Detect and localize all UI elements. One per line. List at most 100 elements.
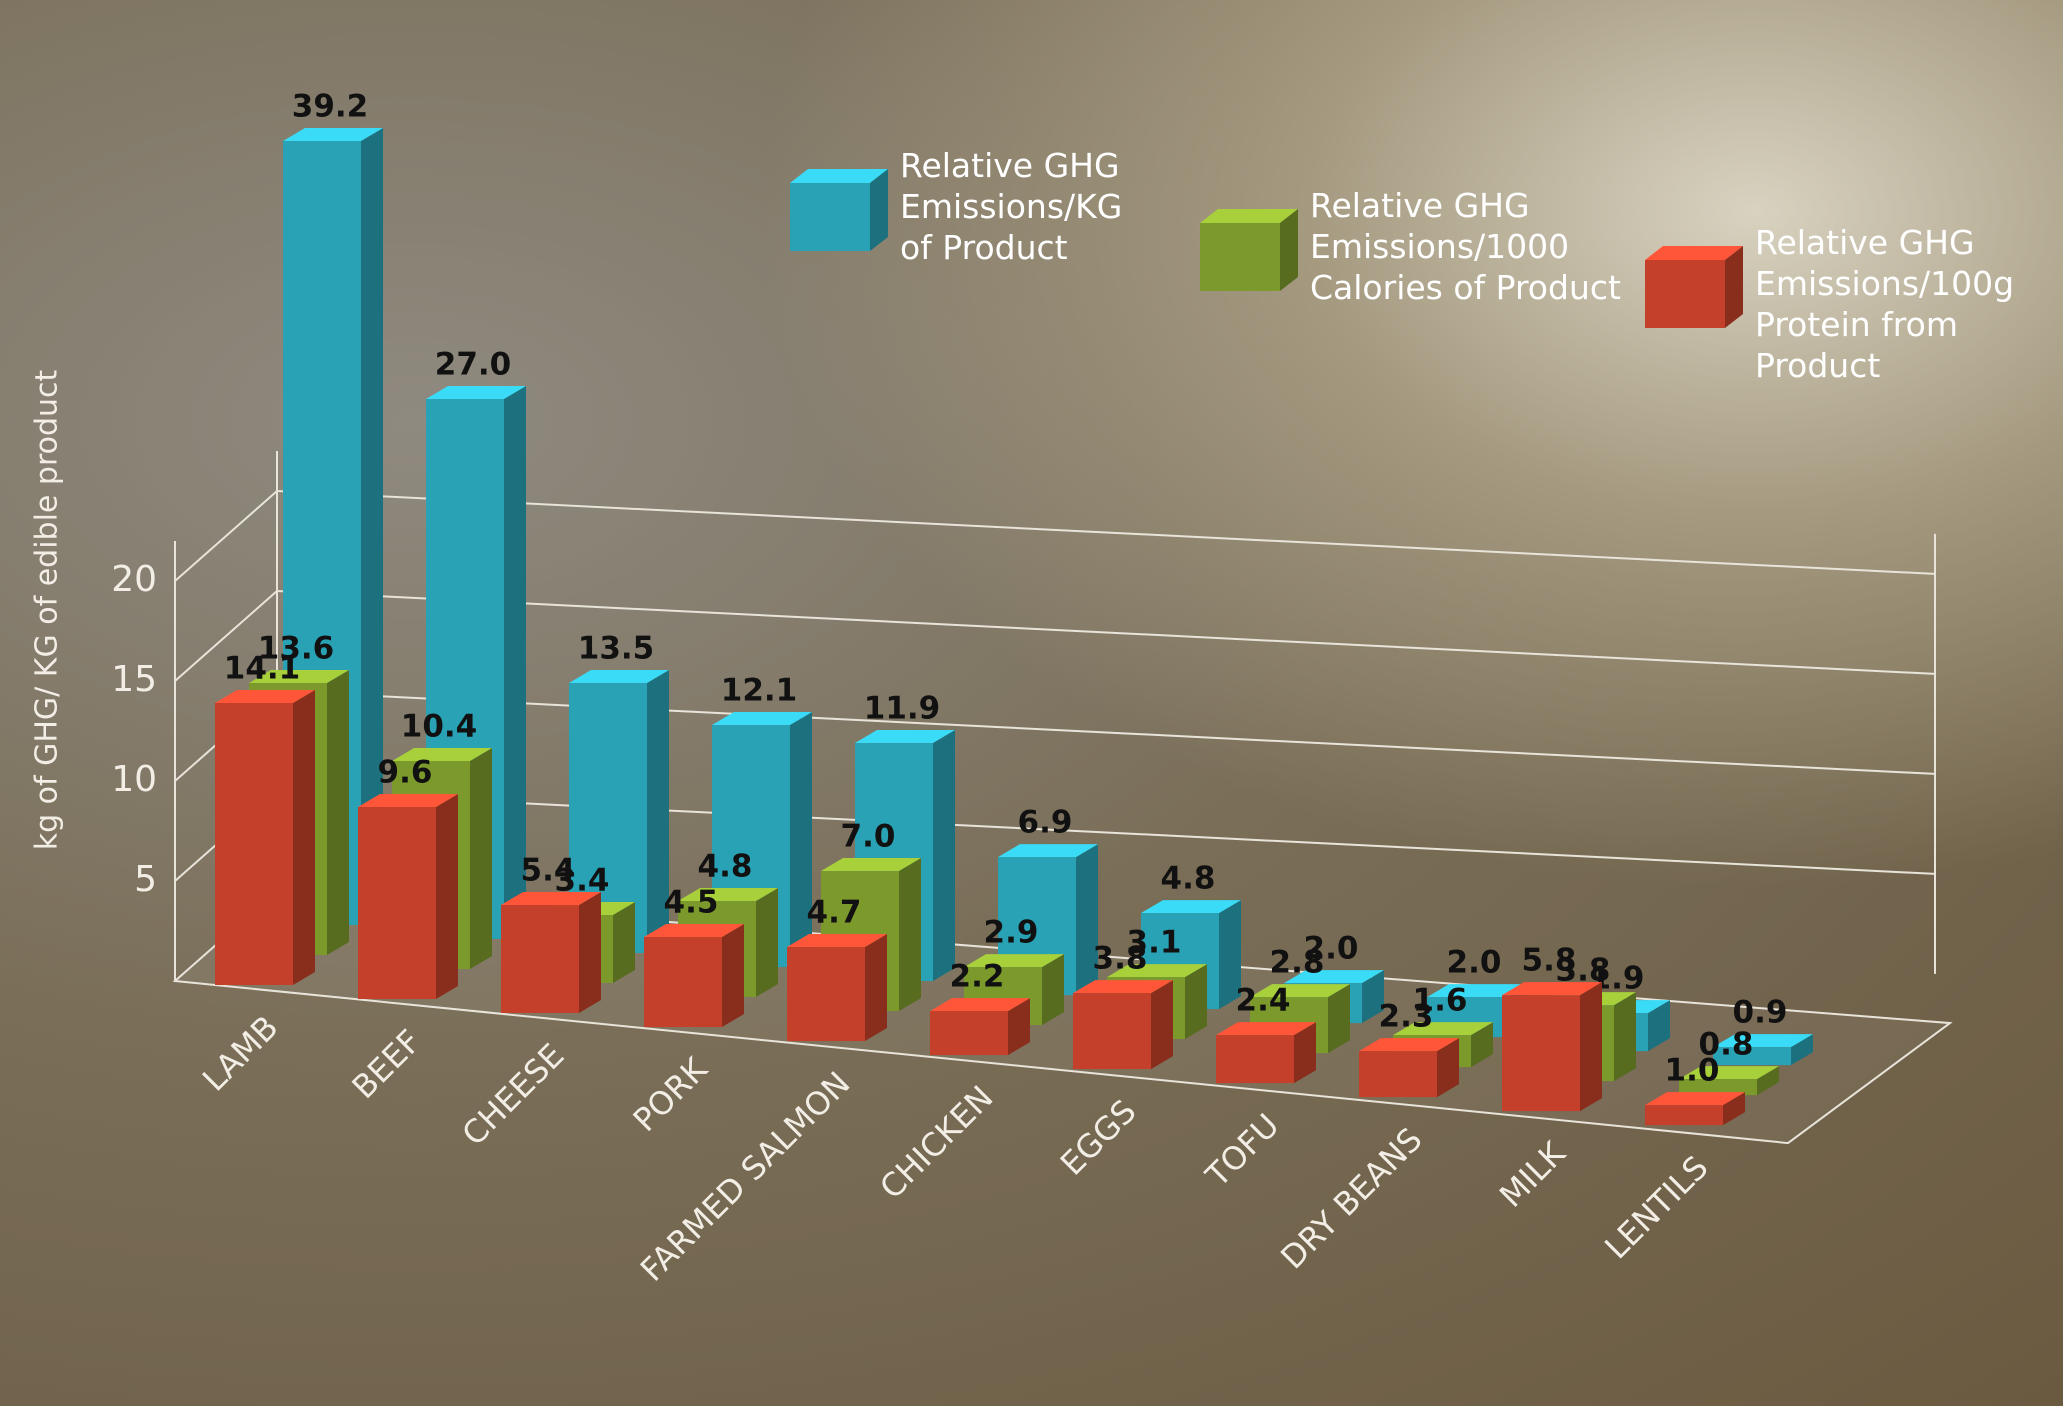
value-label: 4.8 [1161,861,1216,897]
bar-side [1757,1066,1779,1096]
bar-top [1073,980,1173,994]
bar-side [327,670,349,955]
tick-line [174,490,278,582]
bar-side [1151,980,1173,1070]
bar [644,937,722,1028]
y-tick-label: 10 [111,759,157,800]
value-label: 11.9 [864,691,941,727]
bar-top [1713,1034,1813,1048]
bar-side [1791,1034,1813,1066]
bar [215,703,293,985]
bar-top [249,670,349,683]
value-label: 0.8 [1699,1027,1754,1063]
value-label: 39.2 [292,89,369,125]
bar-side [436,794,458,1000]
bar-side [293,690,315,985]
bar-top [1427,984,1527,998]
legend-swatch-face [1200,223,1280,291]
bar-top [1284,970,1384,984]
bar-side [1076,844,1098,996]
bar-top [358,794,458,808]
bar-top [964,954,1064,968]
value-label: 1.0 [1665,1053,1720,1089]
value-label: 5.4 [521,853,576,889]
bar-top [426,386,526,400]
bar [787,947,865,1042]
bar-top [1679,1066,1779,1080]
x-tick-label: PORK [626,1049,716,1139]
x-tick-label: CHICKEN [872,1078,1000,1206]
value-label: 2.4 [1236,983,1291,1019]
bar-top [215,690,315,703]
y-tick-label: 20 [111,559,157,600]
bar-side [1723,1092,1745,1126]
legend-swatch [1645,246,1743,328]
bar-top [569,670,669,684]
bar-side [1219,900,1241,1010]
y-tick-label: 5 [134,859,157,900]
bar-side [1042,954,1064,1026]
x-tick-label: EGGS [1053,1092,1144,1183]
x-tick-label: CHEESE [455,1036,572,1153]
value-label: 13.5 [578,631,655,667]
value-label: 10.4 [401,709,478,745]
legend-swatch [790,169,888,251]
value-label: 14.1 [224,651,301,687]
bar-top [712,712,812,726]
x-tick-label: DRY BEANS [1273,1120,1429,1276]
legend-swatch-face [1645,246,1743,260]
bar-top [1107,964,1207,978]
bar [1679,1079,1757,1096]
bar-side [1614,992,1636,1082]
legend-swatch-face [790,183,870,251]
legend-label: Relative GHG Emissions/KG of Product [900,146,1123,267]
bar-side [470,748,492,970]
x-tick-label: MILK [1492,1134,1573,1215]
bar-side [1185,964,1207,1040]
bar-side [722,924,744,1028]
bar-top [998,844,1098,858]
bar-side [1648,1000,1670,1052]
bar-top [1216,1022,1316,1036]
x-tick-label: TOFU [1198,1106,1287,1195]
value-label: 3.1 [1127,925,1182,961]
bar-top [1393,1022,1493,1036]
bar [358,807,436,1000]
bar-side [790,712,812,968]
bar-top [1141,900,1241,914]
y-tick-label: 15 [111,659,157,700]
value-label: 13.6 [258,631,335,667]
bar-side [1437,1038,1459,1098]
bar [1502,995,1580,1112]
bar [1359,1051,1437,1098]
bar-top [283,128,383,141]
value-label: 2.3 [1379,999,1434,1035]
bar-top [930,998,1030,1012]
bar-top [678,888,778,902]
bar-top [787,934,887,948]
bar-top [1250,984,1350,998]
bar-top [1359,1038,1459,1052]
value-label: 27.0 [435,347,512,383]
x-tick-label: BEEF [345,1022,429,1106]
bar-side [1294,1022,1316,1084]
x-tick-label: LENTILS [1597,1148,1715,1266]
value-label: 4.5 [664,885,719,921]
legend-swatch-face [790,169,888,183]
value-label: 4.7 [807,895,862,931]
value-label: 12.1 [721,673,798,709]
grid-line [276,590,1936,675]
value-label: 0.9 [1733,995,1788,1031]
bar-side [933,730,955,982]
value-label: 5.8 [1522,943,1577,979]
legend-label: Relative GHG Emissions/1000 Calories of … [1310,186,1621,307]
bar [1645,1105,1723,1126]
bar [930,1011,1008,1056]
value-label: 1.6 [1413,983,1468,1019]
bar-side [504,386,526,940]
bar-side [579,892,601,1014]
bar-top [1645,1092,1745,1106]
bar-top [501,892,601,906]
grid-line [276,690,1936,775]
